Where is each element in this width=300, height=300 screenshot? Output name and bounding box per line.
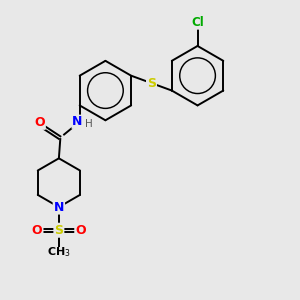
- Text: CH$_3$: CH$_3$: [47, 245, 71, 259]
- Text: Cl: Cl: [191, 16, 204, 29]
- Text: N: N: [54, 201, 64, 214]
- Text: O: O: [34, 116, 45, 129]
- Text: S: S: [147, 76, 156, 90]
- Text: H: H: [85, 119, 93, 129]
- Text: N: N: [72, 115, 83, 128]
- Text: O: O: [32, 224, 43, 237]
- Text: S: S: [54, 224, 63, 237]
- Text: O: O: [75, 224, 86, 237]
